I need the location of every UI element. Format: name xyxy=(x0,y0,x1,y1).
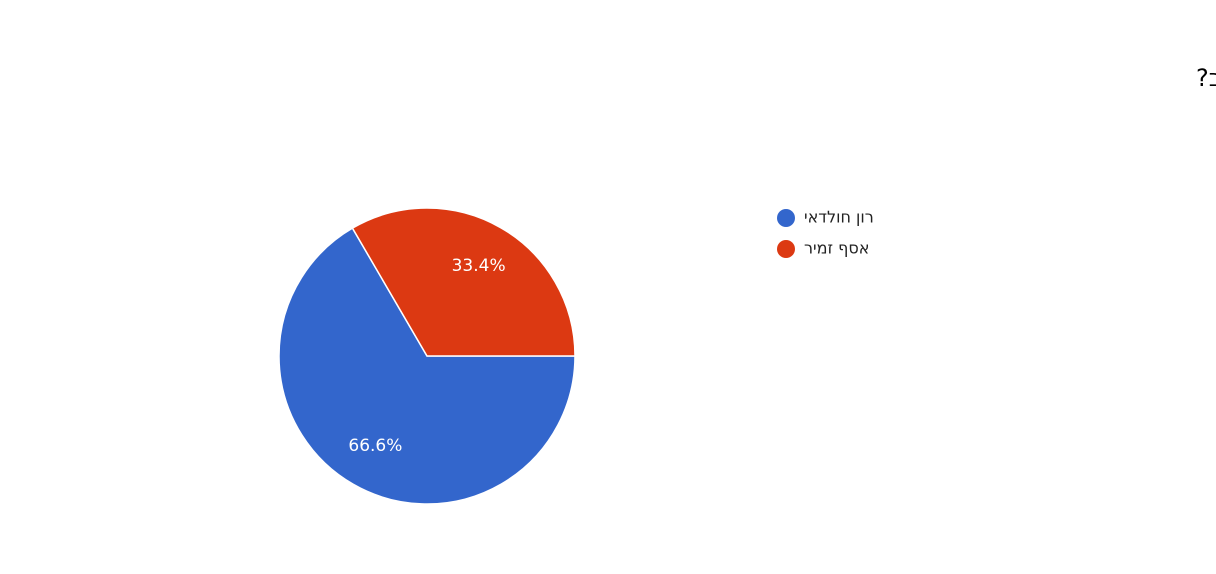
slice-label: 33.4% xyxy=(452,256,506,276)
legend-marker xyxy=(777,240,795,258)
legend-label: אסף זמיר xyxy=(804,239,869,258)
legend-label: רון חולדאי xyxy=(804,208,874,227)
pie-slice xyxy=(351,207,576,357)
slice-label: 66.6% xyxy=(348,436,402,456)
pie-slice xyxy=(278,227,576,505)
legend-marker xyxy=(777,209,795,227)
chart-title: מי ינצח בבחירות בתל אביב? xyxy=(1196,64,1216,92)
